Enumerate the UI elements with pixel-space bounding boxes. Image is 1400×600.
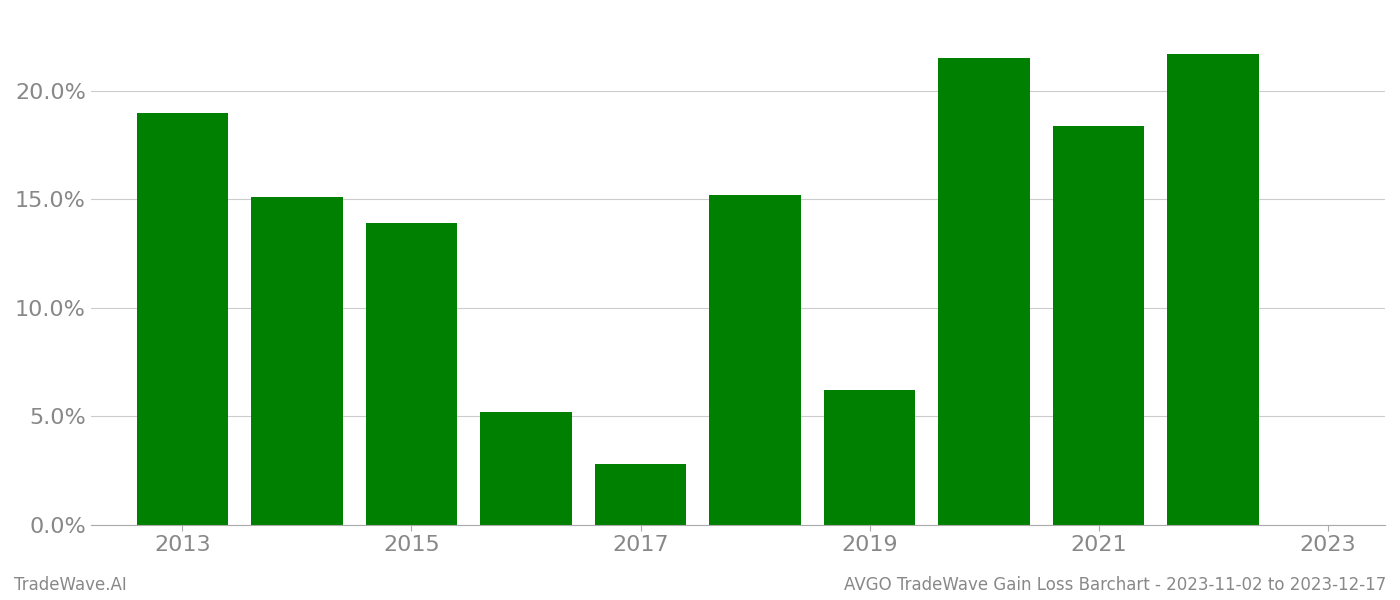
Bar [823,390,916,524]
Text: TradeWave.AI: TradeWave.AI [14,576,127,594]
Bar [1168,54,1259,524]
Bar [251,197,343,524]
Bar [137,113,228,524]
Bar [480,412,571,524]
Bar [1053,125,1144,524]
Bar [365,223,458,524]
Bar [595,464,686,524]
Bar [710,195,801,524]
Bar [938,58,1030,524]
Text: AVGO TradeWave Gain Loss Barchart - 2023-11-02 to 2023-12-17: AVGO TradeWave Gain Loss Barchart - 2023… [844,576,1386,594]
